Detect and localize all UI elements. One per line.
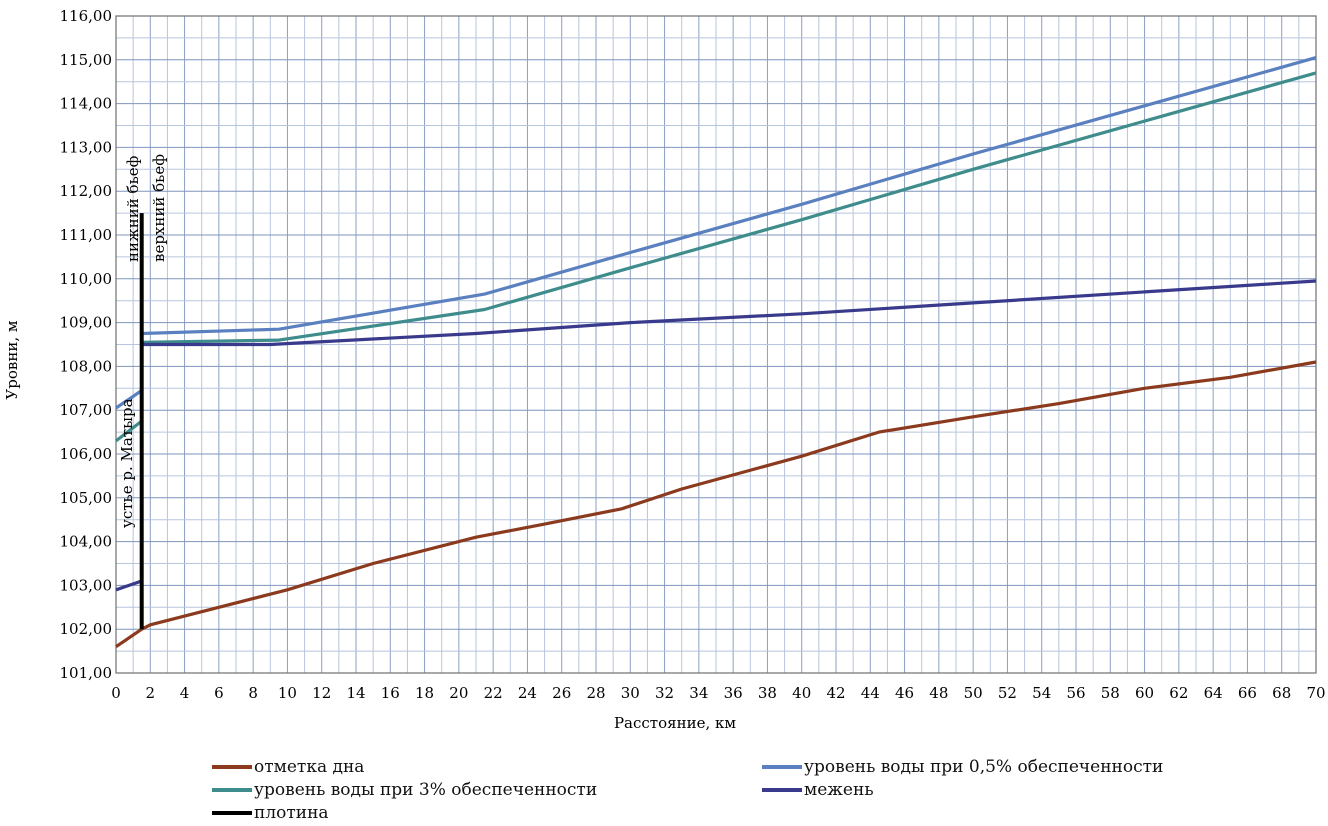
- x-tick-labels: 0 2 4 6 8 10 12 14 16 18 20 22 24 26 28 30 32 34 36 38 40 42 4…: [111, 684, 1325, 702]
- x-tick-label: 20: [449, 684, 468, 702]
- series-water-05-line: [115, 389, 143, 410]
- x-tick-label: 36: [724, 684, 743, 702]
- y-tick-label: 106,00: [60, 445, 113, 463]
- x-tick-label: 34: [689, 684, 708, 702]
- series-bottom-line: [115, 360, 1317, 649]
- x-tick-label: 2: [146, 684, 156, 702]
- x-tick-label: 42: [826, 684, 845, 702]
- plot-frame: [115, 15, 1317, 674]
- x-tick-label: 58: [1101, 684, 1120, 702]
- x-tick-label: 50: [964, 684, 983, 702]
- y-tick-label: 107,00: [60, 401, 113, 419]
- y-tick-label: 109,00: [60, 314, 113, 332]
- y-tick-label: 115,00: [60, 51, 113, 69]
- annotation-upper-pool: верхний бьеф: [150, 154, 168, 262]
- x-tick-label: 26: [552, 684, 571, 702]
- x-tick-label: 38: [758, 684, 777, 702]
- y-tick-label: 114,00: [60, 95, 113, 113]
- x-tick-label: 18: [415, 684, 434, 702]
- y-tick-label: 108,00: [60, 357, 113, 375]
- y-tick-label: 112,00: [60, 182, 113, 200]
- x-tick-label: 6: [214, 684, 224, 702]
- x-tick-label: 14: [346, 684, 365, 702]
- y-tick-label: 110,00: [60, 270, 113, 288]
- y-tick-label: 105,00: [60, 489, 113, 507]
- series-low-water-line: [141, 279, 1317, 347]
- y-tick-label: 101,00: [60, 664, 113, 682]
- x-tick-label: 30: [621, 684, 640, 702]
- x-tick-label: 66: [1238, 684, 1257, 702]
- x-tick-label: 4: [180, 684, 190, 702]
- annotation-lower-pool: нижний бьеф: [124, 155, 142, 262]
- x-tick-label: 62: [1169, 684, 1188, 702]
- x-tick-label: 56: [1066, 684, 1085, 702]
- series-water-3-line: [115, 419, 143, 443]
- x-tick-label: 64: [1204, 684, 1223, 702]
- x-tick-label: 60: [1135, 684, 1154, 702]
- x-tick-label: 28: [586, 684, 605, 702]
- x-tick-label: 70: [1306, 684, 1325, 702]
- x-tick-label: 22: [484, 684, 503, 702]
- x-tick-label: 16: [381, 684, 400, 702]
- x-tick-label: 46: [895, 684, 914, 702]
- y-tick-label: 102,00: [60, 620, 113, 638]
- x-tick-label: 24: [518, 684, 537, 702]
- x-tick-label: 40: [792, 684, 811, 702]
- series-low-water-line: [115, 579, 143, 592]
- y-tick-label: 116,00: [60, 7, 113, 25]
- x-tick-label: 10: [278, 684, 297, 702]
- x-tick-label: 54: [1032, 684, 1051, 702]
- y-tick-label: 111,00: [60, 226, 113, 244]
- x-tick-label: 52: [998, 684, 1017, 702]
- y-tick-label: 113,00: [60, 138, 113, 156]
- x-tick-label: 0: [111, 684, 121, 702]
- annotation-mouth: устье р. Матыра: [118, 398, 136, 528]
- series-water-05-line: [141, 56, 1317, 336]
- y-tick-label: 104,00: [60, 533, 113, 551]
- grid: [115, 15, 1317, 674]
- y-axis-label: Уровни, м: [3, 320, 21, 399]
- x-tick-label: 8: [248, 684, 258, 702]
- series-water-3-line: [141, 71, 1317, 344]
- x-tick-label: 44: [861, 684, 880, 702]
- x-tick-label: 12: [312, 684, 331, 702]
- x-tick-label: 32: [655, 684, 674, 702]
- y-tick-labels: 101,00 102,00 103,00 104,00 105,00 106,00 107,…: [60, 7, 113, 682]
- x-axis-label: Расстояние, км: [614, 714, 736, 732]
- series-group: [115, 56, 1317, 649]
- y-tick-label: 103,00: [60, 576, 113, 594]
- x-tick-label: 48: [929, 684, 948, 702]
- x-tick-label: 68: [1272, 684, 1291, 702]
